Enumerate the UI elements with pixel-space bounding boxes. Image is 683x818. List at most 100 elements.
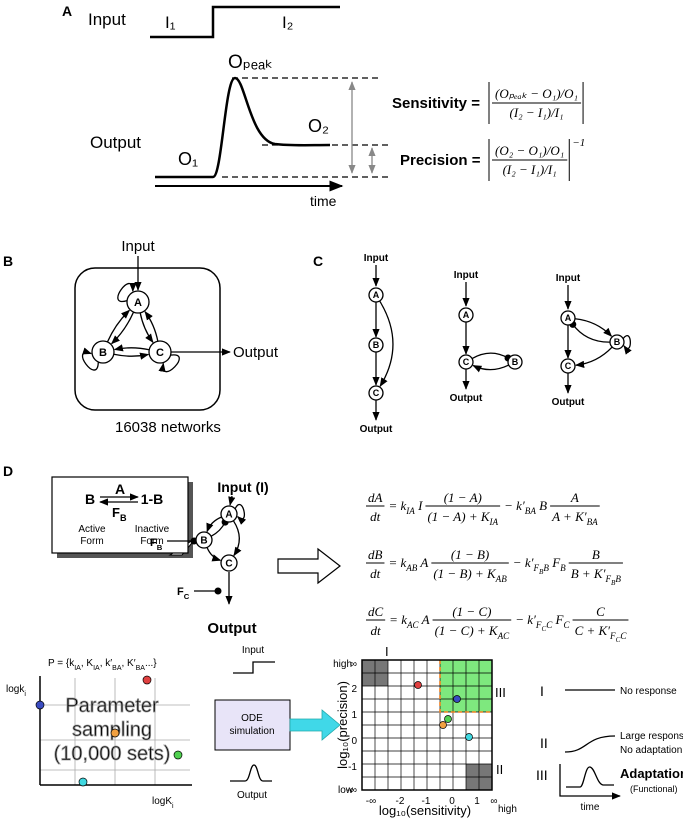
- edge: [575, 346, 613, 368]
- node: [560, 310, 576, 326]
- text-segment: IA: [405, 506, 415, 516]
- x-tick-label: -2: [396, 796, 405, 807]
- text-segment: AC: [497, 631, 511, 641]
- y-tick-label: 2: [351, 684, 357, 695]
- numerator: B: [592, 547, 600, 562]
- input-label: Input: [454, 270, 479, 281]
- inset-box: [51, 476, 189, 554]
- text-segment: (1 − C) + K: [435, 623, 499, 638]
- numerator: A: [570, 490, 579, 505]
- edge: [232, 520, 242, 557]
- text-segment: dA: [368, 490, 383, 505]
- text-segment: (1 − B) + K: [433, 566, 497, 581]
- y-tick-label: 1: [351, 710, 357, 721]
- node-label: B: [99, 347, 107, 359]
- denominator: dt: [371, 623, 382, 638]
- numerator: dB: [368, 547, 383, 562]
- text-segment: C: [563, 620, 570, 630]
- denominator: B + K′FBB: [571, 566, 622, 587]
- self-loop: [117, 282, 137, 303]
- self-loop: [81, 347, 99, 371]
- node: [458, 354, 474, 370]
- input-label: Input: [242, 645, 264, 656]
- text-segment: A: [419, 612, 430, 627]
- o2-label: O₂: [308, 116, 329, 136]
- text-segment: C: [620, 631, 627, 641]
- text-segment: − k′: [504, 498, 525, 513]
- node-label: C: [463, 357, 470, 367]
- text-segment: , k′: [100, 658, 113, 669]
- time-label: time: [310, 193, 337, 209]
- node-label: C: [156, 347, 164, 359]
- ode-label: ODE: [241, 713, 263, 724]
- sample-point: [142, 675, 152, 685]
- denominator: C + K′FCC: [575, 623, 628, 644]
- text-segment: F: [535, 620, 542, 630]
- node-label: C: [565, 361, 572, 371]
- legend-text: No adaptation: [620, 745, 682, 756]
- y-axis-label: log₁₀(precision): [335, 681, 350, 769]
- legend-pulse: [566, 766, 614, 788]
- text-segment: B: [611, 579, 616, 587]
- node-label: B: [512, 357, 519, 367]
- inset-1-b: 1-B: [141, 491, 164, 507]
- edge: [106, 309, 131, 343]
- text-segment: (1 − A) + K: [427, 509, 490, 524]
- cyan-arrow: [289, 709, 341, 741]
- text-segment: i: [24, 691, 26, 698]
- precision-label: Precision =: [400, 152, 481, 169]
- output-label: Output: [552, 397, 585, 408]
- watermark-line: (10,000 sets): [54, 743, 171, 765]
- numerator: dC: [368, 604, 384, 619]
- y-axis-label: logki: [6, 684, 26, 698]
- output-label: Output: [450, 393, 483, 404]
- inactive-label: Inactive: [135, 524, 170, 535]
- node: [126, 290, 150, 314]
- inactive-label: Form: [140, 536, 163, 547]
- text-segment: F: [532, 563, 539, 573]
- o1-label: O₁: [178, 149, 198, 169]
- text-segment: C: [616, 636, 621, 644]
- ode-box: [214, 699, 291, 751]
- sample-point: [173, 750, 183, 760]
- text-segment: = k: [389, 612, 407, 627]
- edge: [113, 352, 150, 360]
- text-segment: BA: [112, 665, 122, 672]
- numerator: (1 − B): [451, 547, 489, 562]
- edge: [144, 310, 159, 342]
- text-segment: A: [417, 555, 428, 570]
- node: [368, 337, 384, 353]
- text-segment: BA: [587, 517, 599, 527]
- node-label: A: [225, 510, 232, 521]
- y-tick-label: 0: [351, 736, 357, 747]
- node-label: C: [225, 559, 232, 570]
- text-segment: − k′: [515, 612, 536, 627]
- denominator: A + K′BA: [551, 509, 598, 527]
- node: [368, 385, 384, 401]
- text-segment: = k: [388, 498, 406, 513]
- text-segment: B: [615, 574, 621, 584]
- text-segment: B: [120, 513, 127, 523]
- text-segment: (1 − C): [452, 604, 491, 619]
- text-segment: (1 − B): [451, 547, 489, 562]
- node-label: A: [373, 290, 380, 300]
- denominator: (I₂ − I₁)/I₁: [503, 162, 557, 177]
- denominator: (1 − C) + KAC: [435, 623, 511, 641]
- y-tick-label: -1: [348, 762, 357, 773]
- node: [458, 307, 474, 323]
- text-segment: IA: [74, 665, 81, 672]
- fc-label: FC: [177, 586, 190, 601]
- numerator: (1 − C): [452, 604, 491, 619]
- output-pulse-icon: [230, 764, 272, 782]
- edge: [569, 320, 611, 343]
- text-segment: B: [539, 568, 544, 576]
- text-segment: ...}: [145, 658, 157, 669]
- output-label: Output: [90, 133, 141, 152]
- y-high-label: high: [333, 659, 352, 670]
- edge: [379, 300, 394, 387]
- text-segment: BA: [525, 506, 537, 516]
- node: [220, 505, 238, 523]
- y-tick-label: ∞: [350, 659, 357, 670]
- denominator: dt: [370, 566, 381, 581]
